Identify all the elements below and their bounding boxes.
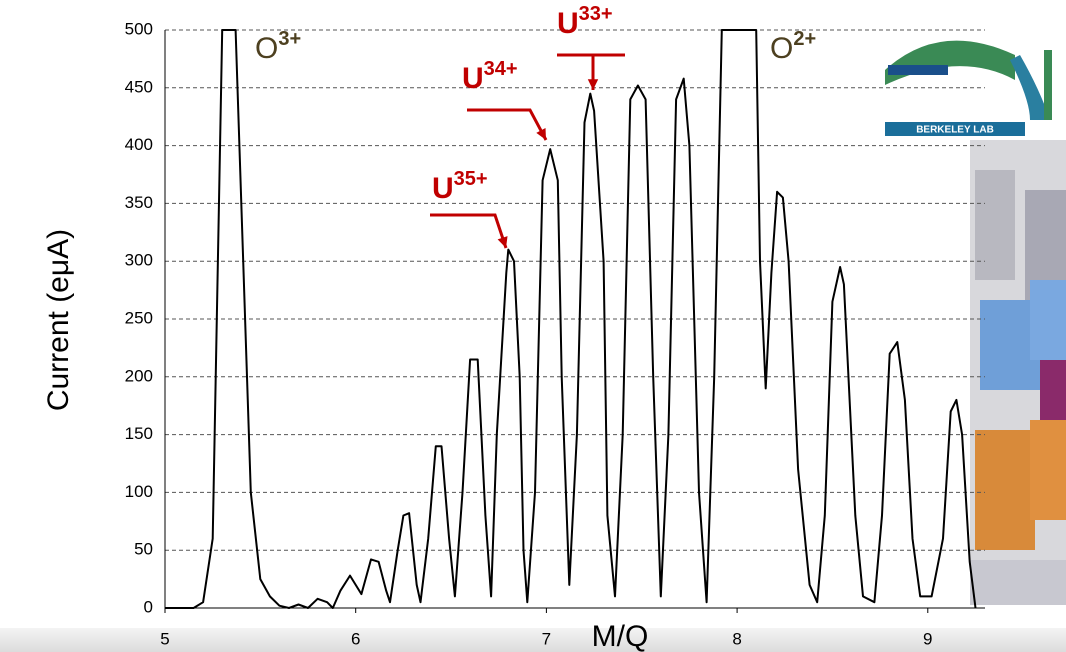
arrow-head [587,79,599,90]
annotation-arrow [467,108,548,141]
arrow-head [536,128,546,140]
annotation-sup: 33+ [579,3,613,25]
arrow-head [497,236,508,248]
annotation: U34+ [462,58,518,95]
footer-band [0,628,1066,652]
x-axis-label: M/Q [592,620,649,652]
y-tick-label: 150 [125,424,153,443]
x-tick-label: 6 [351,629,360,648]
y-tick-label: 300 [125,251,153,270]
annotation: O2+ [770,28,816,65]
annotation-text: O [255,32,278,65]
annotation-arrow [430,213,508,249]
y-tick-label: 400 [125,135,153,154]
y-axis-label: Current (eμA) [42,229,75,411]
annotation-sup: 3+ [278,28,301,50]
logo-text: BERKELEY LAB [916,125,994,136]
y-tick-label: 500 [125,19,153,38]
x-tick-label: 5 [160,629,169,648]
annotation-text: U [462,62,484,95]
annotation-text: U [432,172,454,205]
annotation: U35+ [432,168,488,205]
y-tick-label: 200 [125,366,153,385]
annotation-sup: 34+ [484,58,518,80]
logo: BERKELEY LAB [885,40,1052,136]
y-tick-label: 100 [125,482,153,501]
data-line [165,29,977,609]
annotation: O3+ [255,28,301,65]
annotation-sup: 35+ [454,168,488,190]
y-tick-label: 50 [134,540,153,559]
y-tick-label: 450 [125,77,153,96]
y-tick-label: 350 [125,193,153,212]
annotation: U33+ [557,3,613,40]
annotation-text: U [557,7,579,40]
annotation-arrow [557,53,625,90]
y-tick-label: 0 [144,597,153,616]
facility-image [970,140,1066,605]
annotation-sup: 2+ [793,28,816,50]
x-tick-label: 8 [732,629,741,648]
y-tick-label: 250 [125,308,153,327]
x-tick-label: 9 [923,629,932,648]
x-tick-label: 7 [542,629,551,648]
annotation-text: O [770,32,793,65]
